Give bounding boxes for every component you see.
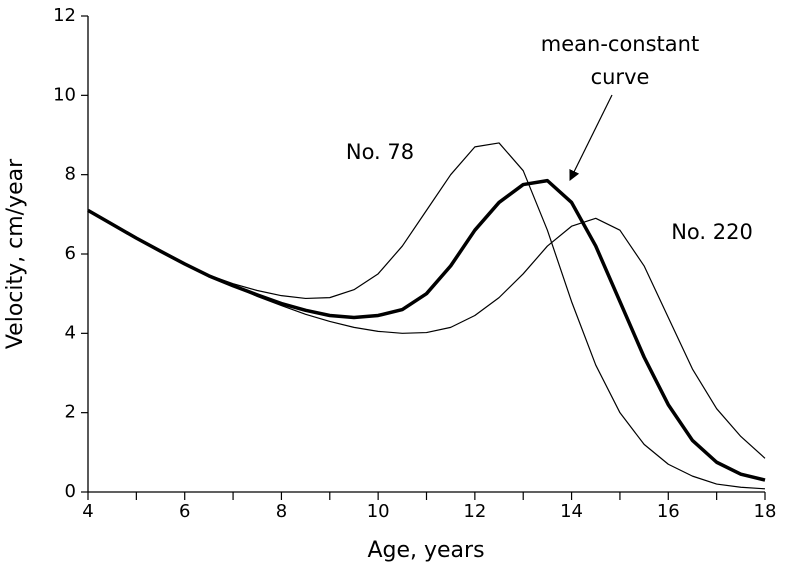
curve-label: curve [591, 65, 650, 89]
x-tick-label: 14 [560, 501, 583, 522]
curve-label: No. 220 [671, 220, 753, 244]
y-tick-label: 10 [53, 84, 76, 105]
x-tick-label: 12 [463, 501, 486, 522]
x-tick-label: 8 [276, 501, 287, 522]
y-axis-title: Velocity, cm/year [3, 158, 28, 349]
y-tick-label: 4 [65, 322, 76, 343]
curve [87, 178, 766, 482]
x-tick-label: 16 [657, 501, 680, 522]
curve-label: No. 78 [346, 140, 414, 164]
y-tick-label: 0 [65, 481, 76, 502]
y-tick-label: 2 [65, 402, 76, 423]
y-tick-label: 8 [65, 164, 76, 185]
annotation-arrow [569, 94, 613, 181]
x-axis-title: Age, years [367, 538, 484, 563]
y-tick-label: 12 [53, 5, 76, 26]
curve [87, 142, 766, 490]
y-tick-label: 6 [65, 243, 76, 264]
x-tick-label: 10 [367, 501, 390, 522]
curve [87, 209, 766, 459]
x-tick-label: 4 [82, 501, 93, 522]
x-tick-label: 18 [754, 501, 777, 522]
curve-label: mean-constant [541, 32, 699, 56]
x-tick-label: 6 [179, 501, 190, 522]
